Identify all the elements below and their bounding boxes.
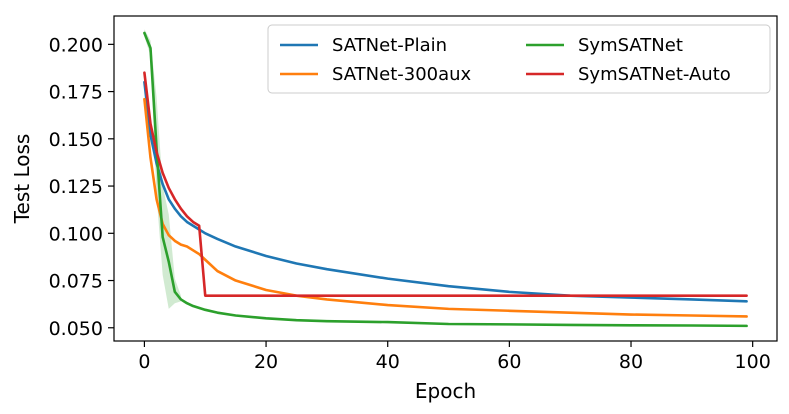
y-tick-label: 0.050 (49, 318, 103, 340)
series-lines (143, 31, 748, 328)
y-tick-label: 0.075 (49, 271, 103, 293)
y-tick-label: 0.125 (49, 176, 103, 198)
y-tick-label: 0.150 (49, 129, 103, 151)
series-line-symsatnet-auto (143, 71, 748, 297)
y-axis: 0.050 0.075 0.100 0.125 0.150 0.175 0.200 (49, 34, 114, 340)
x-tick-label: 20 (254, 351, 278, 373)
legend-item: SymSATNet-Auto (526, 64, 731, 85)
series-line-symsatnet (143, 31, 748, 328)
x-axis: 0 20 40 60 80 100 (138, 341, 771, 373)
legend-label: SATNet-300aux (332, 64, 472, 85)
series-line-satnet-300aux (143, 97, 748, 318)
x-tick-label: 80 (619, 351, 643, 373)
legend-item: SymSATNet (526, 35, 683, 56)
legend-box (267, 24, 771, 94)
legend-item: SATNet-300aux (280, 64, 472, 85)
x-tick-label: 100 (735, 351, 771, 373)
x-tick-label: 0 (138, 351, 150, 373)
y-tick-label: 0.175 (49, 82, 103, 104)
legend-label: SymSATNet-Auto (578, 64, 731, 85)
y-axis-label: Test Loss (10, 134, 34, 225)
y-tick-label: 0.100 (49, 223, 103, 245)
series-line-satnet-plain (143, 80, 748, 303)
legend: SATNet-Plain SATNet-300aux SymSATNet SymSAT… (267, 24, 771, 94)
legend-label: SymSATNet (578, 35, 683, 56)
plot-frame (113, 15, 778, 342)
legend-label: SATNet-Plain (332, 35, 447, 56)
x-tick-label: 60 (497, 351, 521, 373)
x-tick-label: 40 (376, 351, 400, 373)
legend-item: SATNet-Plain (280, 35, 447, 56)
y-tick-label: 0.200 (49, 34, 103, 56)
x-axis-label: Epoch (415, 379, 476, 403)
